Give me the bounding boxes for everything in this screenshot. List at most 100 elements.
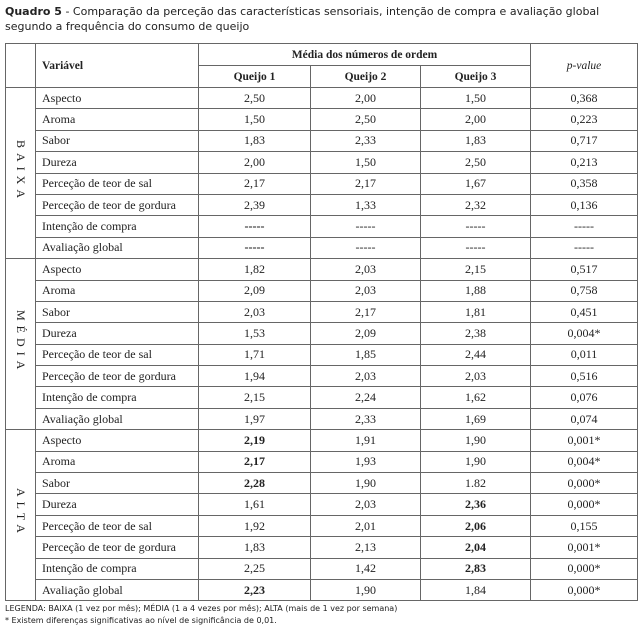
- value-cell: -----: [310, 236, 421, 260]
- value-cell: 2,33: [310, 407, 421, 431]
- variable-cell: Perceção de teor de sal: [35, 172, 199, 195]
- value-cell: 1,50: [310, 151, 421, 174]
- caption-label: Quadro 5: [5, 5, 62, 18]
- value-cell: 2,50: [310, 108, 421, 131]
- header-row: Variável Média dos números de ordem p-va…: [5, 43, 639, 88]
- variable-cell: Perceção de teor de gordura: [35, 536, 199, 559]
- table-row: Sabor 1,83 2,33 1,83 0,717: [6, 129, 639, 153]
- value-cell: 2,17: [310, 300, 421, 324]
- value-cell: 2,03: [310, 258, 421, 281]
- table-row: Aroma 2,17 1,93 1,90 0,004*: [6, 450, 639, 474]
- variable-cell: Avaliação global: [35, 236, 199, 260]
- value-cell: 1,90: [419, 429, 532, 452]
- value-cell: 2,23: [198, 578, 311, 602]
- variable-cell: Perceção de teor de gordura: [35, 193, 199, 217]
- value-cell: 0,011: [530, 343, 639, 367]
- value-cell: 1,62: [419, 386, 532, 409]
- value-cell: 1,90: [310, 472, 421, 495]
- column-header: Queijo 1: [198, 65, 311, 88]
- group-cell: BAIXA: [5, 86, 36, 260]
- variable-cell: Dureza: [35, 151, 199, 174]
- value-cell: 1,69: [419, 407, 532, 431]
- value-cell: 2,00: [310, 86, 421, 110]
- value-cell: 1,90: [310, 578, 421, 602]
- variable-cell: Aspecto: [35, 258, 199, 281]
- table-row: Perceção de teor de gordura 2,39 1,33 2,32 0…: [6, 193, 639, 217]
- value-cell: 1,71: [198, 343, 311, 367]
- value-cell: 0,000*: [530, 578, 639, 602]
- value-cell: 0,516: [530, 365, 639, 388]
- value-cell: 2,50: [198, 86, 311, 110]
- value-cell: 2,04: [419, 536, 532, 559]
- caption: Quadro 5 - Comparação da perceção das ca…: [5, 4, 637, 34]
- variable-cell: Aspecto: [35, 86, 199, 110]
- value-cell: 0,000*: [530, 493, 639, 516]
- value-cell: 1,83: [198, 129, 311, 153]
- value-cell: -----: [419, 215, 532, 238]
- value-cell: 2,38: [419, 322, 532, 345]
- value-cell: 2,17: [198, 172, 311, 195]
- table-row: Avaliação global ----- ----- ----- -----: [6, 236, 639, 260]
- value-cell: 2,13: [310, 536, 421, 559]
- variable-cell: Sabor: [35, 300, 199, 324]
- table-row: Perceção de teor de gordura 1,83 2,13 2,04 0…: [6, 536, 639, 559]
- value-cell: 1,93: [310, 450, 421, 474]
- variable-cell: Dureza: [35, 322, 199, 345]
- table-row: MÉDIA Aspecto 1,82 2,03 2,15 0,517: [5, 258, 639, 431]
- value-cell: 0,076: [530, 386, 639, 409]
- value-cell: 2,33: [310, 129, 421, 153]
- variable-cell: Aspecto: [35, 429, 199, 452]
- table-row: Perceção de teor de sal 1,92 2,01 2,06 0,155: [6, 514, 639, 538]
- variable-cell: Perceção de teor de sal: [35, 514, 199, 538]
- value-cell: 1,82: [198, 258, 311, 281]
- value-cell: -----: [419, 236, 532, 260]
- value-cell: 2,15: [419, 258, 532, 281]
- column-header: Queijo 3: [419, 65, 532, 88]
- group-cell: ALTA: [5, 429, 36, 602]
- group-label: MÉDIA: [14, 310, 28, 375]
- value-cell: 0,451: [530, 300, 639, 324]
- value-cell: 1,83: [419, 129, 532, 153]
- value-cell: 2,01: [310, 514, 421, 538]
- table-row: Aroma 1,50 2,50 2,00 0,223: [6, 108, 639, 131]
- value-cell: 2,03: [198, 300, 311, 324]
- value-cell: 0,000*: [530, 472, 639, 495]
- table-row: Sabor 2,03 2,17 1,81 0,451: [6, 300, 639, 324]
- caption-text: - Comparação da perceção das característ…: [5, 5, 600, 33]
- table-row: Dureza 2,00 1,50 2,50 0,213: [6, 151, 639, 174]
- value-cell: 0,213: [530, 151, 639, 174]
- value-cell: 2,03: [310, 493, 421, 516]
- table-row: Avaliação global 1,97 2,33 1,69 0,074: [6, 407, 639, 431]
- value-cell: 2,03: [310, 365, 421, 388]
- value-cell: 1,50: [419, 86, 532, 110]
- value-cell: 2,17: [198, 450, 311, 474]
- variable-cell: Aroma: [35, 450, 199, 474]
- variable-cell: Perceção de teor de sal: [35, 343, 199, 367]
- table-row: ALTA Aspecto 2,19 1,91 1,90 0,001*: [5, 429, 639, 602]
- legend: LEGENDA: BAIXA (1 vez por mês); MÉDIA (1…: [5, 604, 398, 613]
- value-cell: 0,004*: [530, 450, 639, 474]
- value-cell: 0,358: [530, 172, 639, 195]
- value-cell: 2,06: [419, 514, 532, 538]
- value-cell: 1,97: [198, 407, 311, 431]
- table-row: BAIXA Aspecto 2,50 2,00 1,50 0,368: [5, 86, 639, 260]
- value-cell: 2,39: [198, 193, 311, 217]
- variable-cell: Aroma: [35, 108, 199, 131]
- value-cell: 1,85: [310, 343, 421, 367]
- value-cell: 1,33: [310, 193, 421, 217]
- value-cell: 1,84: [419, 578, 532, 602]
- value-cell: 2,50: [419, 151, 532, 174]
- variable-cell: Avaliação global: [35, 578, 199, 602]
- table-row: Sabor 2,28 1,90 1.82 0,000*: [6, 472, 639, 495]
- value-cell: 1,90: [419, 450, 532, 474]
- column-header: Queijo 2: [310, 65, 421, 88]
- variable-cell: Intenção de compra: [35, 215, 199, 238]
- value-cell: 0,717: [530, 129, 639, 153]
- header-variable: Variável: [35, 43, 199, 88]
- value-cell: 1,92: [198, 514, 311, 538]
- value-cell: 2,03: [419, 365, 532, 388]
- value-cell: 0,155: [530, 514, 639, 538]
- table-row: Intenção de compra 2,15 2,24 1,62 0,076: [6, 386, 639, 409]
- value-cell: -----: [198, 236, 311, 260]
- value-cell: 2,09: [310, 322, 421, 345]
